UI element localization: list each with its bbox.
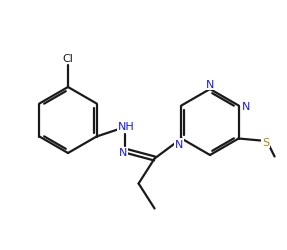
Text: Cl: Cl	[63, 54, 73, 64]
Text: N: N	[206, 80, 214, 90]
Text: S: S	[262, 138, 269, 148]
Text: NH: NH	[118, 122, 135, 132]
Text: N: N	[119, 148, 127, 158]
Text: N: N	[175, 139, 184, 149]
Text: N: N	[241, 101, 250, 111]
